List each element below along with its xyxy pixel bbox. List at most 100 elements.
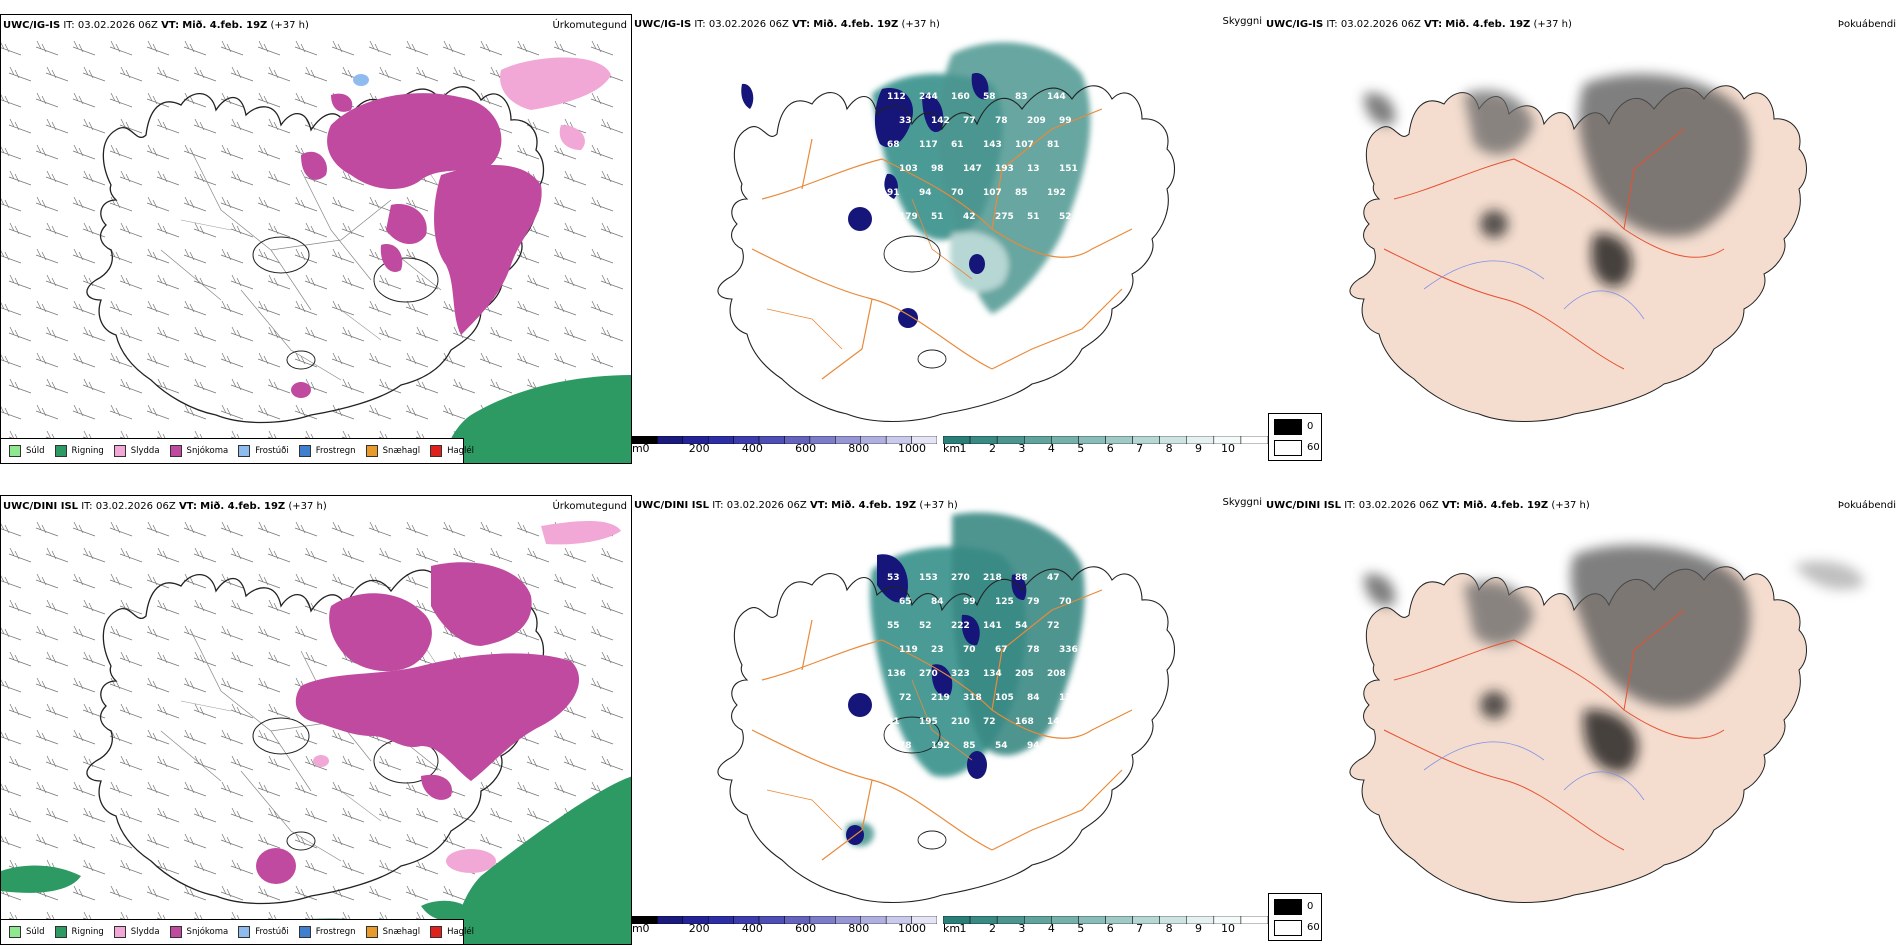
height-colorbar-top: m 0 200 400 600 800 1000: [632, 436, 937, 460]
cloud-base-value: 85: [1015, 188, 1028, 198]
cloud-base-value: 99: [1059, 116, 1072, 126]
legend-item: Slydda: [113, 926, 160, 938]
legend-swatch: [238, 926, 251, 938]
legend-swatch: [298, 926, 311, 938]
colorbar-tick-label: 7: [1136, 442, 1144, 455]
colorbar-tick-label: 1: [959, 922, 967, 935]
cloud-base-value: 47: [1047, 573, 1060, 583]
cloud-base-value: 210: [951, 717, 970, 727]
panel-title: Þokuábendi: [1837, 500, 1896, 511]
cloud-base-value: 98: [931, 164, 944, 174]
cloud-base-value: 144: [1047, 717, 1066, 727]
colorbar-tick-label: 4: [1047, 922, 1055, 935]
cloud-base-value: 42: [963, 212, 976, 222]
fog-map-bottom: [1264, 495, 1900, 945]
legend-swatch: [238, 445, 251, 457]
colorbar-tick-label: 3: [1018, 922, 1026, 935]
colorbar-swatch: [1159, 436, 1188, 444]
panel-title: Úrkomutegund: [552, 501, 627, 512]
panel-header: UWC/IG-IS IT: 03.02.2026 06Z VT: Mið. 4.…: [1266, 19, 1572, 30]
cloud-base-value: 68: [887, 140, 900, 150]
cloud-base-value: 65: [899, 597, 912, 607]
legend-label: Haglél: [447, 927, 475, 937]
cloud-base-value: 275: [995, 212, 1014, 222]
legend-swatch: [298, 445, 311, 457]
cloud-base-value: 53: [887, 573, 900, 583]
cloud-base-panel-bottom: 53 153 270 218 88 47 65 84 99 125 79 70 55 52 222 141 54…: [632, 495, 1264, 945]
colorbar-unit: m: [632, 442, 643, 455]
colorbar-tick-label: 6: [1106, 442, 1114, 455]
cloud-base-value: 143: [983, 140, 1002, 150]
precip-type-legend: Súld Rigning Slydda Snjókoma Frostúði Frostre…: [1, 438, 474, 463]
cloud-base-value: 79: [1027, 597, 1040, 607]
cloud-base-value: 88: [1015, 573, 1028, 583]
legend-swatch: [169, 445, 182, 457]
legend-label: Snjókoma: [186, 927, 229, 937]
cloud-base-value: 81: [887, 717, 900, 727]
colorbar-tick-label: 8: [1165, 442, 1173, 455]
cloud-base-value: 84: [931, 597, 944, 607]
cloud-base-value: 270: [951, 573, 970, 583]
cloud-base-value: 107: [1015, 140, 1034, 150]
colorbar-tick-label: 600: [795, 922, 817, 935]
cloud-base-value: 54: [1015, 621, 1028, 631]
cloud-base-value: 107: [983, 188, 1002, 198]
panel-header: UWC/DINI ISL IT: 03.02.2026 06Z VT: Mið.…: [3, 501, 327, 512]
precip-type-map-top: [1, 40, 631, 463]
colorbar-tick-label: 800: [848, 442, 870, 455]
cloud-base-value: 33: [899, 116, 912, 126]
legend-item: Snæhagl: [365, 445, 420, 457]
colorbar-swatch: [911, 916, 937, 924]
legend-swatch: [9, 445, 21, 457]
panel-header: UWC/IG-IS IT: 03.02.2026 06Z VT: Mið. 4.…: [634, 19, 940, 30]
colorbar-swatch: [657, 916, 684, 924]
panel-header: UWC/DINI ISL IT: 03.02.2026 06Z VT: Mið.…: [1266, 500, 1590, 511]
cloud-base-value: 318: [963, 693, 982, 703]
legend-swatch: [54, 926, 67, 938]
colorbar-tick-label: 1000: [898, 922, 926, 935]
cloud-base-value: 193: [995, 164, 1014, 174]
cloud-base-value: 94: [919, 188, 932, 198]
cloud-base-value: 55: [887, 621, 900, 631]
cloud-base-value: 141: [983, 621, 1002, 631]
cloud-base-value: 151: [1059, 164, 1078, 174]
cloud-base-value: 99: [963, 597, 976, 607]
legend-label: Súld: [26, 446, 45, 456]
legend-label: Haglél: [447, 446, 475, 456]
colorbar-tick-label: 9: [1195, 442, 1203, 455]
colorbar-tick-label: 7: [1136, 922, 1144, 935]
panel-header: UWC/DINI ISL IT: 03.02.2026 06Z VT: Mið.…: [634, 500, 958, 511]
cloud-base-value: 72: [899, 693, 912, 703]
colorbar-unit: km: [943, 922, 961, 935]
cloud-base-value: 51: [931, 212, 944, 222]
colorbar-tick-label: 9: [1195, 922, 1203, 935]
cloud-base-value: 117: [919, 140, 938, 150]
cloud-base-value: 209: [1027, 116, 1046, 126]
legend-item: Haglél: [430, 445, 474, 457]
panel-title: Skyggni: [1222, 497, 1262, 508]
precip-type-map-bottom: [1, 521, 631, 944]
colorbar-unit: m: [632, 922, 643, 935]
colorbar-tick-label: 1: [959, 442, 967, 455]
cloud-base-value: 70: [963, 645, 976, 655]
legend-item: Frostúði: [238, 926, 289, 938]
cloud-base-value: 78: [995, 116, 1008, 126]
cloud-base-value: 208: [1047, 669, 1066, 679]
cloud-base-value: 195: [919, 717, 938, 727]
colorbar-swatch: [1051, 916, 1079, 924]
colorbar-tick-label: 2: [988, 922, 996, 935]
fog-map-top: [1264, 14, 1900, 464]
cloud-base-value: 72: [983, 717, 996, 727]
cloud-base-value: 142: [931, 116, 950, 126]
visibility-colorbar-bottom: km 1 2 3 4 5 6 7 8 9 10: [943, 916, 1268, 940]
legend-swatch: [113, 926, 126, 938]
cloud-base-value: 244: [919, 92, 938, 102]
cloud-base-value: 130: [1059, 693, 1078, 703]
colorbar-swatch: [1159, 916, 1188, 924]
cloud-base-value: 61: [951, 140, 964, 150]
panel-title: Úrkomutegund: [552, 20, 627, 31]
legend-label: Rigning: [71, 446, 104, 456]
cloud-base-value: 218: [983, 573, 1002, 583]
legend-swatch: [9, 926, 21, 938]
cloud-base-value: 270: [919, 669, 938, 679]
